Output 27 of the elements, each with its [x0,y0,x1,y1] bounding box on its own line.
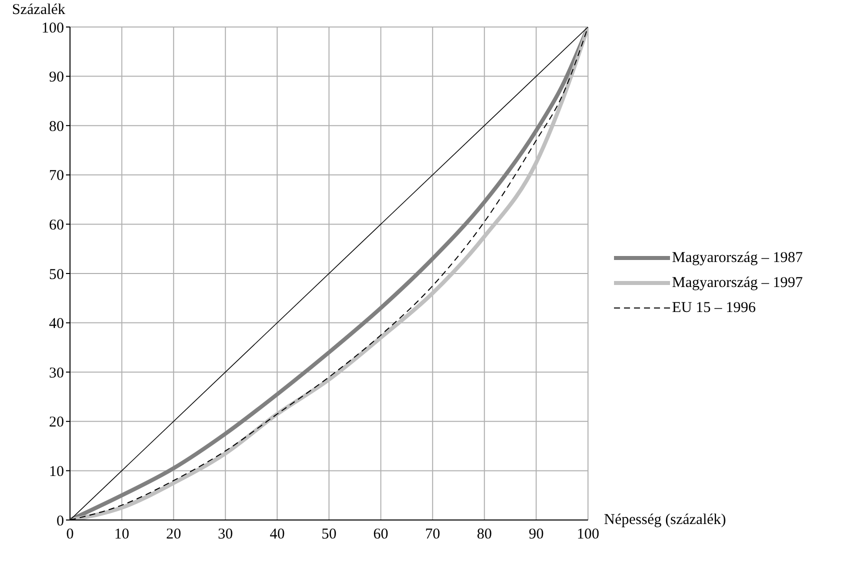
y-axis-title: Százalék [12,2,66,19]
y-tick-label: 40 [49,316,64,332]
x-tick-label: 20 [166,526,182,543]
x-tick-label: 0 [66,526,74,543]
x-tick-label: 50 [322,526,336,543]
y-tick-label: 10 [49,464,64,480]
legend-label: Magyarország – 1997 [672,274,803,292]
legend-label: EU 15 – 1996 [672,300,756,316]
y-tick-label: 80 [49,118,64,135]
y-tick-label: 20 [49,414,64,431]
x-tick-label: 80 [476,526,492,543]
y-tick-label: 0 [56,513,64,530]
x-axis-title: Népesség (százalék) [604,512,726,529]
y-tick-label: 30 [49,365,64,382]
y-tick-label: 100 [42,20,64,36]
legend-label: Magyarország – 1987 [672,250,803,266]
x-tick-label: 30 [218,526,233,543]
x-tick-label: 100 [576,526,600,543]
y-tick-label: 90 [49,70,64,86]
x-tick-label: 60 [373,526,388,543]
x-tick-label: 90 [528,526,544,543]
x-tick-label: 10 [114,526,130,543]
y-tick-label: 60 [49,218,64,234]
x-tick-label: 70 [425,526,440,543]
y-tick-label: 70 [49,168,64,184]
y-tick-label: 50 [49,266,64,283]
x-tick-label: 40 [270,526,285,543]
